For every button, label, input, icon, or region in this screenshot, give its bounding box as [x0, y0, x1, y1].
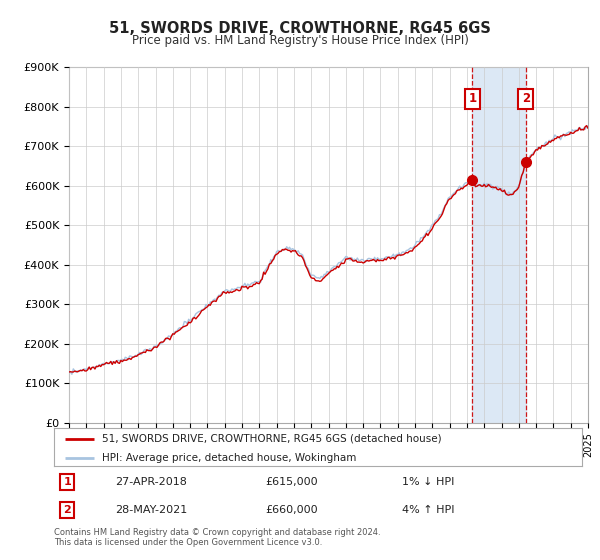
Text: 1: 1: [64, 477, 71, 487]
Text: £660,000: £660,000: [265, 505, 318, 515]
Text: £615,000: £615,000: [265, 477, 318, 487]
Text: 2: 2: [522, 92, 530, 105]
Text: 51, SWORDS DRIVE, CROWTHORNE, RG45 6GS (detached house): 51, SWORDS DRIVE, CROWTHORNE, RG45 6GS (…: [101, 433, 441, 444]
Text: 28-MAY-2021: 28-MAY-2021: [115, 505, 187, 515]
Text: HPI: Average price, detached house, Wokingham: HPI: Average price, detached house, Woki…: [101, 452, 356, 463]
Text: 1: 1: [469, 92, 476, 105]
Text: 51, SWORDS DRIVE, CROWTHORNE, RG45 6GS: 51, SWORDS DRIVE, CROWTHORNE, RG45 6GS: [109, 21, 491, 36]
Text: Price paid vs. HM Land Registry's House Price Index (HPI): Price paid vs. HM Land Registry's House …: [131, 34, 469, 46]
Text: 27-APR-2018: 27-APR-2018: [115, 477, 187, 487]
Text: 4% ↑ HPI: 4% ↑ HPI: [403, 505, 455, 515]
Text: Contains HM Land Registry data © Crown copyright and database right 2024.
This d: Contains HM Land Registry data © Crown c…: [54, 528, 380, 548]
Text: 1% ↓ HPI: 1% ↓ HPI: [403, 477, 455, 487]
Bar: [472, 67, 526, 423]
Text: 2: 2: [64, 505, 71, 515]
